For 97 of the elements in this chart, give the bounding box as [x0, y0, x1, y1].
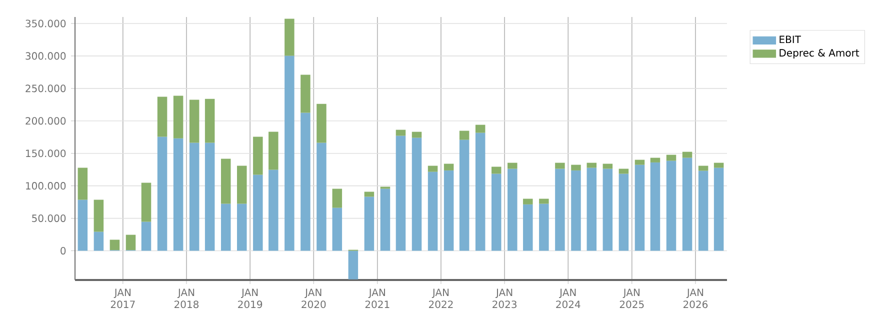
bar [523, 198, 533, 204]
bar [491, 166, 502, 174]
bar [364, 196, 374, 251]
bar [237, 204, 247, 251]
bar [698, 170, 708, 251]
bar [618, 168, 629, 174]
bar [571, 164, 581, 170]
y-tick-label: 50.000 [32, 214, 66, 222]
x-tick-label: JAN 2021 [365, 288, 390, 308]
bar [189, 100, 200, 143]
bar [428, 166, 438, 172]
bar [523, 204, 533, 251]
bar [332, 208, 342, 251]
bar [475, 132, 486, 251]
bar [204, 98, 215, 143]
bar [396, 130, 406, 136]
y-tick-label: 150.000 [26, 150, 66, 158]
bar [157, 136, 168, 251]
x-tick-label: JAN 2023 [492, 288, 516, 308]
bar [364, 192, 374, 197]
bar [141, 222, 152, 251]
y-tick-label: 350.000 [26, 20, 66, 28]
bar [300, 112, 310, 251]
bar [698, 166, 708, 171]
bar [141, 182, 152, 222]
x-tick-label: JAN 2025 [620, 288, 644, 308]
bar [714, 162, 724, 168]
bar [666, 154, 676, 161]
bar [475, 124, 486, 133]
bar [284, 18, 294, 56]
bar [300, 74, 310, 113]
bar [220, 158, 231, 204]
legend-label: EBIT [780, 36, 801, 44]
bar [157, 96, 168, 137]
bar [555, 168, 565, 251]
bar [618, 174, 629, 251]
x-tick-label: JAN 2026 [683, 288, 708, 308]
bar [237, 166, 247, 204]
bar [634, 160, 645, 165]
bar [204, 142, 215, 251]
bar [396, 136, 406, 251]
bar [268, 170, 278, 251]
bar [602, 168, 613, 251]
bar [348, 250, 358, 280]
bar [444, 164, 454, 170]
bar [586, 168, 597, 251]
bar [268, 132, 278, 170]
bar [78, 200, 88, 251]
bar [253, 136, 263, 175]
x-tick-label: JAN 2024 [556, 288, 580, 308]
bar [459, 130, 470, 140]
y-tick-label: 250.000 [26, 84, 66, 92]
bar [332, 188, 342, 208]
bar [508, 162, 518, 169]
bar [284, 56, 294, 251]
y-tick-label: 100.000 [26, 182, 66, 190]
x-tick-label: JAN 2019 [238, 288, 262, 308]
bar [316, 104, 326, 143]
bar [555, 162, 565, 169]
bar [94, 200, 104, 232]
bar [428, 172, 438, 251]
bar [666, 160, 676, 251]
bar [316, 142, 326, 251]
bar [682, 152, 692, 158]
bar [78, 168, 88, 200]
x-tick-label: JAN 2020 [302, 288, 326, 308]
y-tick-label: 0 [60, 246, 66, 255]
bar [682, 158, 692, 251]
bar [412, 138, 422, 251]
bar [126, 234, 136, 250]
bar [650, 158, 660, 162]
bar [220, 204, 231, 251]
bar [412, 132, 422, 138]
bar [650, 162, 660, 251]
bar [444, 170, 454, 251]
bar [508, 168, 518, 251]
bar [173, 138, 184, 251]
y-tick-label: 200.000 [26, 117, 66, 125]
bar [539, 204, 549, 251]
legend-label: Deprec & Amort [780, 49, 860, 59]
y-tick-label: 300.000 [26, 52, 66, 60]
bar [586, 162, 597, 168]
bar [110, 240, 120, 250]
x-tick-label: JAN 2022 [428, 288, 453, 308]
bar [189, 142, 200, 251]
x-tick-label: JAN 2018 [174, 288, 199, 308]
bar [491, 174, 502, 251]
bar [539, 198, 549, 204]
bar [714, 168, 724, 251]
x-tick-label: JAN 2017 [110, 288, 135, 308]
bar [634, 164, 645, 251]
bar [94, 232, 104, 251]
bar [571, 170, 581, 251]
bar [253, 174, 263, 251]
bar [173, 96, 184, 138]
bar [459, 140, 470, 251]
bar [380, 188, 390, 251]
